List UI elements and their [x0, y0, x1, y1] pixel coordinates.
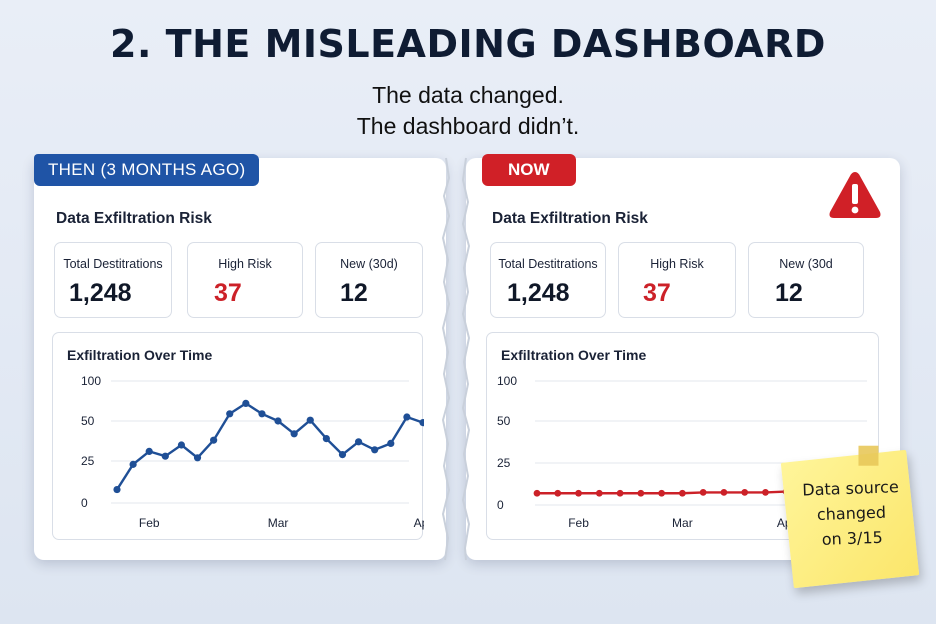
warning-triangle-icon — [829, 172, 881, 218]
data-point — [177, 441, 186, 449]
chart-card: Exfiltration Over Time 100 50 25 0 Feb Mar Apr — [52, 332, 424, 540]
torn-edge — [441, 157, 451, 561]
chart-title: Exfiltration Over Time — [67, 347, 213, 363]
data-point — [338, 451, 347, 459]
series-line — [115, 402, 424, 491]
data-point — [678, 489, 686, 497]
kpi-card-new[interactable]: New (30d) 12 — [315, 242, 423, 318]
y-tick-label: 25 — [497, 456, 511, 470]
torn-edge — [461, 157, 471, 561]
data-point — [161, 452, 169, 460]
data-point — [554, 489, 562, 497]
data-point — [322, 435, 330, 443]
kpi-label: Total Destitrations — [63, 257, 163, 271]
x-tick-label: Mar — [268, 516, 289, 530]
kpi-value: 1,248 — [507, 279, 570, 307]
y-tick-label: 100 — [497, 374, 517, 388]
kpi-card-total[interactable]: Total Destitrations 1,248 — [490, 242, 606, 318]
kpi-card-high-risk[interactable]: High Risk 37 — [187, 242, 303, 318]
chart-title: Exfiltration Over Time — [501, 347, 647, 363]
tape — [858, 445, 879, 466]
line-chart: 100 50 25 0 Feb Mar Apr — [81, 374, 424, 530]
data-point — [616, 489, 624, 497]
sticky-note: Data source changed on 3/15 — [780, 445, 920, 589]
sticky-note-line: Data source — [802, 477, 900, 500]
data-point — [595, 489, 603, 497]
subtitle-line-2: The dashboard didn’t. — [356, 113, 580, 139]
data-point — [741, 489, 749, 496]
data-point — [274, 417, 282, 425]
sticky-note-line: on 3/15 — [821, 527, 884, 549]
series-line — [537, 490, 807, 495]
y-tick-label: 25 — [81, 454, 95, 468]
kpi-value: 12 — [340, 279, 368, 307]
kpi-value: 12 — [775, 279, 803, 307]
data-point — [419, 419, 424, 427]
kpi-value: 1,248 — [69, 279, 132, 307]
x-tick-label: Feb — [568, 516, 589, 530]
data-point — [306, 416, 314, 424]
data-point — [290, 430, 298, 438]
kpi-card-new[interactable]: New (30d 12 — [748, 242, 864, 318]
data-point — [637, 489, 645, 497]
y-tick-label: 50 — [497, 414, 511, 428]
kpi-value: 37 — [643, 279, 671, 307]
page-title: 2. THE MISLEADING DASHBOARD — [110, 22, 826, 66]
kpi-label: High Risk — [218, 257, 272, 271]
data-point — [145, 447, 153, 455]
data-point — [387, 439, 395, 447]
kpi-value: 37 — [214, 279, 242, 307]
data-point — [371, 446, 379, 454]
kpi-label: Total Destitrations — [498, 257, 598, 271]
data-point — [354, 438, 363, 446]
x-tick-label: Mar — [672, 516, 693, 530]
data-point — [193, 454, 202, 462]
kpi-card-high-risk[interactable]: High Risk 37 — [618, 242, 736, 318]
y-tick-label: 0 — [81, 496, 88, 510]
data-point — [762, 489, 769, 496]
y-tick-label: 50 — [81, 414, 95, 428]
kpi-label: New (30d — [779, 257, 833, 271]
x-tick-label: Apr — [414, 516, 424, 530]
kpi-label: New (30d) — [340, 257, 398, 271]
x-tick-label: Feb — [139, 516, 160, 530]
data-point — [403, 413, 411, 421]
kpi-label: High Risk — [650, 257, 704, 271]
kpi-card-total[interactable]: Total Destitrations 1,248 — [54, 242, 172, 318]
sticky-note-text: Data source changed on 3/15 — [791, 474, 912, 553]
data-point — [533, 489, 541, 497]
now-badge: NOW — [482, 154, 576, 186]
y-tick-label: 0 — [497, 498, 504, 512]
then-badge: THEN (3 MONTHS AGO) — [34, 154, 260, 186]
section-title: Data Exfiltration Risk — [492, 210, 648, 227]
section-title: Data Exfiltration Risk — [56, 210, 212, 227]
y-tick-label: 100 — [81, 374, 101, 388]
data-point — [210, 436, 218, 444]
data-point — [720, 489, 728, 496]
data-point — [699, 489, 707, 496]
data-point — [575, 489, 582, 497]
data-point — [129, 460, 137, 468]
then-panel: THEN (3 MONTHS AGO) Data Exfiltration Ri… — [34, 154, 451, 561]
data-point — [226, 410, 234, 418]
data-point — [258, 410, 266, 418]
data-point — [242, 399, 250, 407]
data-point — [658, 489, 666, 497]
subtitle-line-1: The data changed. — [372, 82, 564, 108]
data-point — [113, 485, 121, 494]
